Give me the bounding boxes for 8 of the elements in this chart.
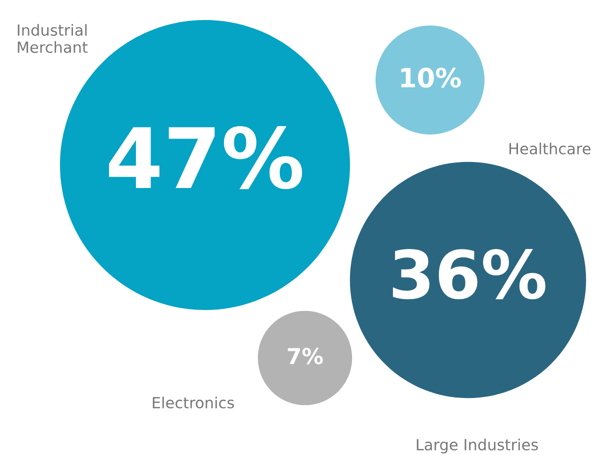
category-label: Large Industries	[416, 438, 538, 454]
category-label: Electronics	[152, 396, 234, 408]
data-label: 10%	[401, 68, 461, 88]
data-label: 47%	[109, 126, 302, 190]
category-label: Healthcare	[510, 142, 590, 154]
data-label: 7%	[288, 348, 323, 364]
data-label: 36%	[392, 249, 546, 300]
category-label: Industrial Merchant	[18, 24, 88, 53]
